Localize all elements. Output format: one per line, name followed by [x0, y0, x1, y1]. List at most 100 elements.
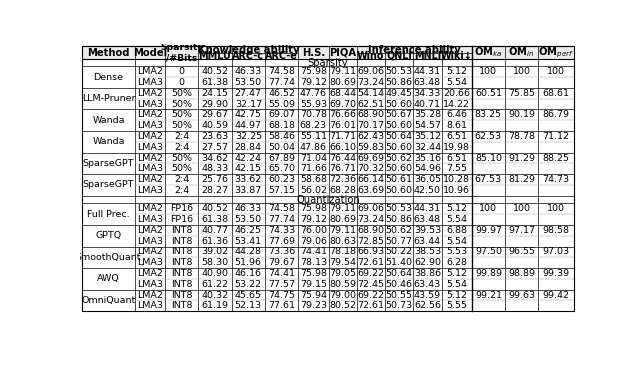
Text: 91.29: 91.29 — [508, 153, 535, 163]
Text: 10.28: 10.28 — [443, 175, 470, 184]
Text: Wanda: Wanda — [92, 137, 125, 146]
Text: H.S.: H.S. — [301, 47, 325, 58]
Text: 79.12: 79.12 — [300, 215, 327, 224]
Text: 27.47: 27.47 — [235, 89, 262, 98]
Text: 50.53: 50.53 — [385, 204, 413, 213]
Text: 50.60: 50.60 — [386, 164, 413, 173]
Text: 100: 100 — [479, 204, 497, 213]
Text: 100: 100 — [479, 67, 497, 76]
Text: 88.25: 88.25 — [543, 153, 570, 163]
Text: 45.65: 45.65 — [235, 291, 262, 299]
Text: 50.64: 50.64 — [386, 269, 413, 278]
Text: 68.61: 68.61 — [543, 89, 570, 98]
Text: INT8: INT8 — [171, 269, 193, 278]
Text: 5.54: 5.54 — [446, 237, 467, 246]
Text: 7.55: 7.55 — [446, 164, 467, 173]
Text: Dense: Dense — [93, 73, 124, 81]
Text: 61.36: 61.36 — [202, 237, 228, 246]
Text: 74.33: 74.33 — [268, 226, 295, 235]
Text: 36.05: 36.05 — [414, 175, 441, 184]
Text: 76.44: 76.44 — [329, 153, 356, 163]
Text: 50.04: 50.04 — [268, 143, 295, 152]
Text: Knowledge ability: Knowledge ability — [198, 44, 299, 55]
Text: 50.61: 50.61 — [386, 175, 413, 184]
Text: 99.42: 99.42 — [543, 291, 570, 299]
Text: 79.23: 79.23 — [300, 301, 327, 310]
Text: 80.63: 80.63 — [329, 237, 356, 246]
Text: 71.66: 71.66 — [300, 164, 327, 173]
Text: 51.96: 51.96 — [235, 258, 262, 267]
Text: 63.43: 63.43 — [413, 280, 441, 289]
Text: 98.58: 98.58 — [543, 226, 570, 235]
Text: 54.14: 54.14 — [357, 89, 385, 98]
Text: LMA3: LMA3 — [137, 99, 163, 109]
Text: 50.46: 50.46 — [386, 280, 413, 289]
Text: 79.00: 79.00 — [329, 291, 356, 299]
Text: 50.86: 50.86 — [386, 215, 413, 224]
Text: 47.76: 47.76 — [300, 89, 327, 98]
Text: Sparsity
/#Bits: Sparsity /#Bits — [160, 43, 204, 62]
Text: LMA3: LMA3 — [137, 143, 163, 152]
Text: 80.59: 80.59 — [329, 280, 356, 289]
Text: 40.90: 40.90 — [202, 269, 228, 278]
Text: 67.53: 67.53 — [475, 175, 502, 184]
Bar — [83, 66, 573, 88]
Text: LMA3: LMA3 — [137, 186, 163, 195]
Text: 77.74: 77.74 — [268, 215, 295, 224]
Text: 69.22: 69.22 — [357, 269, 385, 278]
Bar — [83, 225, 573, 247]
Text: MMLU: MMLU — [198, 51, 232, 61]
Text: 34.33: 34.33 — [413, 89, 441, 98]
Text: 77.69: 77.69 — [268, 237, 295, 246]
Text: 75.98: 75.98 — [300, 67, 327, 76]
Text: 71.12: 71.12 — [543, 132, 570, 141]
Text: 50.60: 50.60 — [386, 186, 413, 195]
Bar — [83, 109, 573, 131]
Text: 5.54: 5.54 — [446, 280, 467, 289]
Text: LMA2: LMA2 — [137, 175, 163, 184]
Text: 69.70: 69.70 — [329, 99, 356, 109]
Text: 58.30: 58.30 — [202, 258, 228, 267]
Text: 5.12: 5.12 — [446, 291, 467, 299]
Text: 55.11: 55.11 — [300, 132, 327, 141]
Text: 63.48: 63.48 — [414, 215, 441, 224]
Text: Wiki↓: Wiki↓ — [441, 51, 472, 61]
Text: 50.22: 50.22 — [386, 247, 413, 257]
Text: 56.02: 56.02 — [300, 186, 327, 195]
Text: 44.31: 44.31 — [414, 204, 441, 213]
Text: Wino: Wino — [357, 51, 385, 61]
Text: 78.13: 78.13 — [300, 258, 327, 267]
Text: 100: 100 — [547, 67, 565, 76]
Text: 40.52: 40.52 — [202, 67, 228, 76]
Text: 97.03: 97.03 — [543, 247, 570, 257]
Text: 0: 0 — [179, 67, 185, 76]
Text: 76.01: 76.01 — [329, 121, 356, 130]
Text: 50.53: 50.53 — [385, 67, 413, 76]
Text: LMA2: LMA2 — [137, 89, 163, 98]
Text: 62.90: 62.90 — [414, 258, 441, 267]
Text: 40.71: 40.71 — [414, 99, 441, 109]
Text: 77.61: 77.61 — [268, 301, 295, 310]
Text: 70.32: 70.32 — [357, 164, 385, 173]
Text: 80.69: 80.69 — [329, 215, 356, 224]
Text: 50.64: 50.64 — [386, 132, 413, 141]
Text: 70.17: 70.17 — [357, 121, 385, 130]
Text: 8.61: 8.61 — [446, 121, 467, 130]
Text: 46.33: 46.33 — [235, 67, 262, 76]
Text: 77.74: 77.74 — [268, 78, 295, 87]
Text: Inference ability: Inference ability — [368, 44, 461, 55]
Text: 53.22: 53.22 — [235, 280, 262, 289]
Text: 6.28: 6.28 — [446, 258, 467, 267]
Text: 34.62: 34.62 — [202, 153, 228, 163]
Text: 78.78: 78.78 — [508, 132, 535, 141]
Bar — [83, 268, 573, 290]
Text: Full Prec.: Full Prec. — [87, 210, 130, 219]
Text: 50.55: 50.55 — [386, 291, 413, 299]
Text: OM$_{perf}$: OM$_{perf}$ — [538, 45, 574, 60]
Text: 50.60: 50.60 — [386, 121, 413, 130]
Text: LMA2: LMA2 — [137, 226, 163, 235]
Text: 75.98: 75.98 — [300, 269, 327, 278]
Text: 55.93: 55.93 — [300, 99, 327, 109]
Text: 40.52: 40.52 — [202, 204, 228, 213]
Text: Model: Model — [133, 47, 167, 58]
